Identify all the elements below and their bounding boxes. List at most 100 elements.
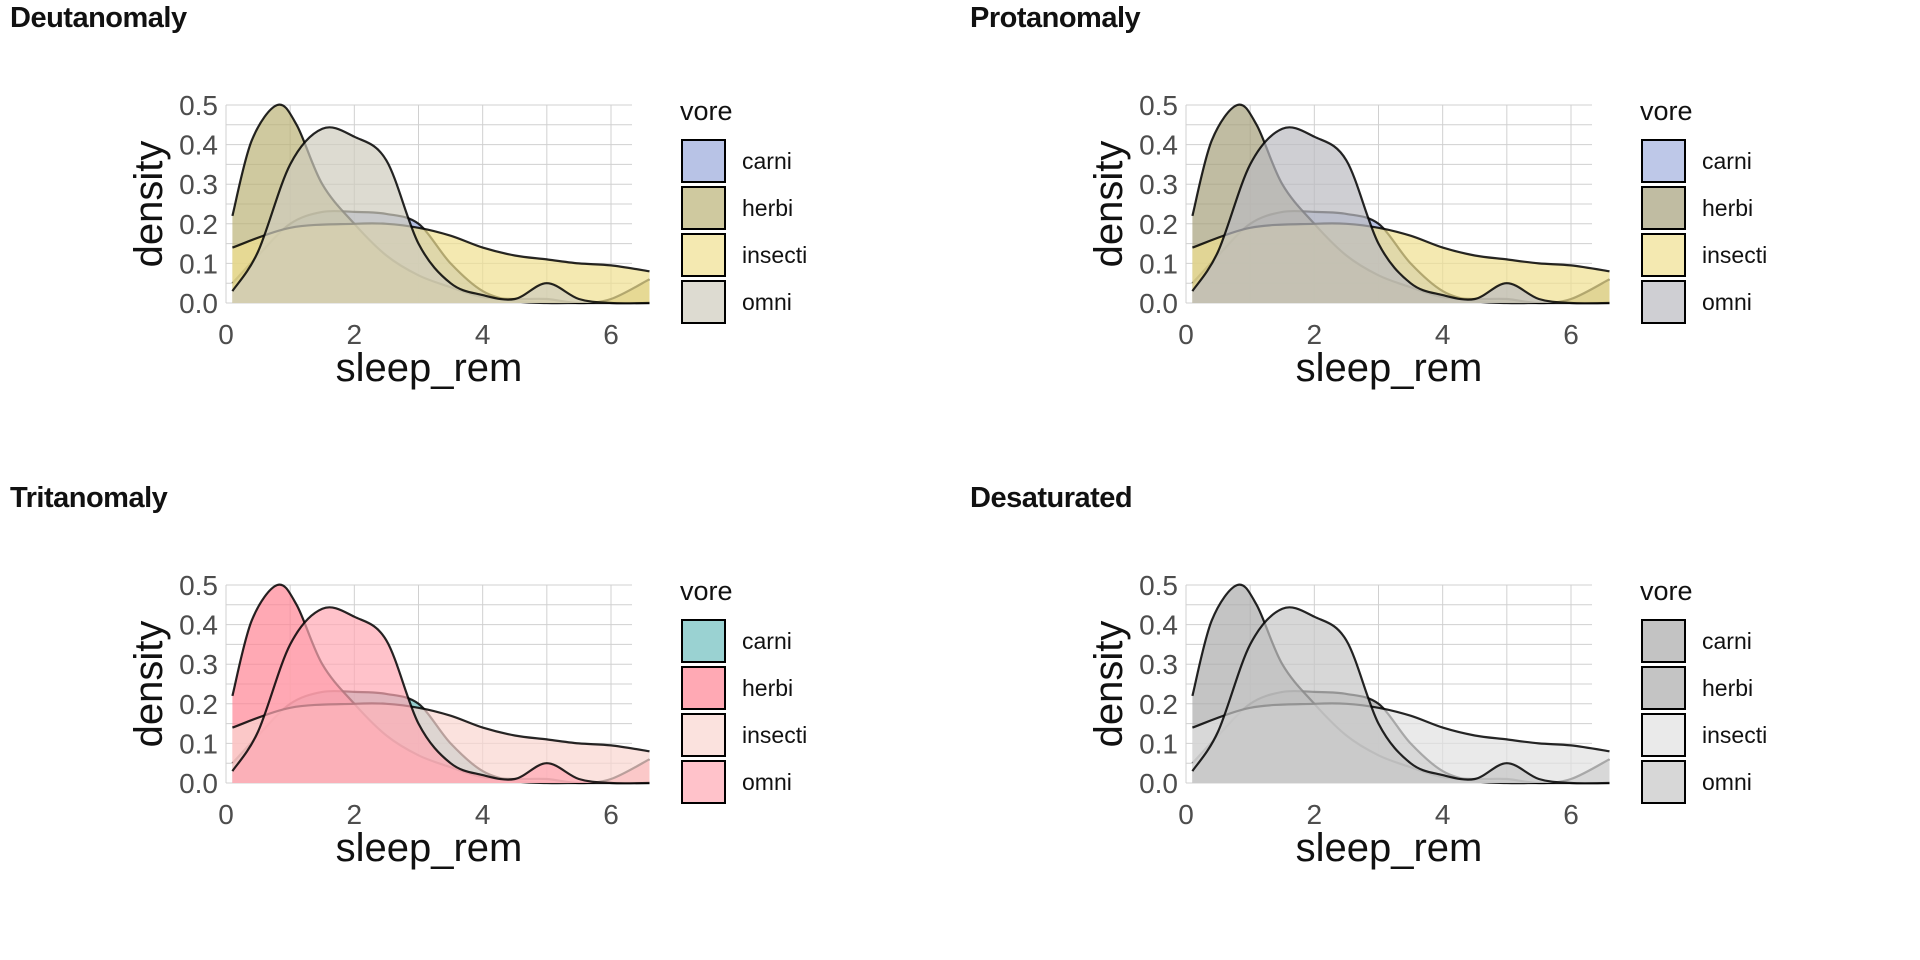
y-tick-label: 0.3 <box>179 649 218 680</box>
y-tick-label: 0.2 <box>1139 209 1178 240</box>
x-tick-label: 6 <box>1563 799 1579 830</box>
legend-title: vore <box>680 96 733 126</box>
area-omni <box>1192 607 1610 784</box>
legend-label-omni: omni <box>1702 769 1752 795</box>
x-axis-title: sleep_rem <box>336 346 523 390</box>
y-tick-label: 0.0 <box>1139 288 1178 319</box>
panel-title: Protanomaly <box>970 2 1141 34</box>
y-tick-label: 0.3 <box>1139 169 1178 200</box>
panel-protanomaly: Protanomaly 0.0 0.1 0.2 0.3 0.4 0.5 0 2 4 6 sleep_… <box>960 0 1920 480</box>
legend-label-carni: carni <box>1702 148 1752 174</box>
legend: vore carni herbi insecti omni <box>680 576 807 804</box>
x-tick-label: 4 <box>1435 319 1451 350</box>
y-tick-label: 0.1 <box>179 248 218 279</box>
legend: vore carni herbi insecti omni <box>680 96 807 324</box>
x-tick-labels: 0 2 4 6 <box>218 799 619 830</box>
legend-label-omni: omni <box>742 289 792 315</box>
panel-desaturated: Desaturated 0.0 0.1 0.2 0.3 0.4 0.5 0 2 4 6 sleep_… <box>960 480 1920 960</box>
legend-swatch-herbi <box>681 666 726 710</box>
legend-swatch-carni <box>1641 139 1686 183</box>
legend-label-insecti: insecti <box>742 242 807 268</box>
y-axis-title: density <box>127 141 171 268</box>
legend-label-carni: carni <box>1702 628 1752 654</box>
legend-swatch-carni <box>681 619 726 663</box>
area-omni <box>1192 127 1610 304</box>
x-tick-label: 0 <box>218 319 234 350</box>
legend-label-carni: carni <box>742 628 792 654</box>
density-areas <box>1191 583 1611 785</box>
line-omni <box>1191 126 1610 305</box>
panel-title: Desaturated <box>970 482 1133 514</box>
y-tick-label: 0.0 <box>179 768 218 799</box>
y-tick-label: 0.5 <box>179 90 218 121</box>
legend-swatch-herbi <box>1641 186 1686 230</box>
x-tick-label: 0 <box>1178 319 1194 350</box>
legend-swatch-herbi <box>681 186 726 230</box>
x-tick-labels: 0 2 4 6 <box>1178 799 1579 830</box>
y-tick-label: 0.2 <box>179 689 218 720</box>
legend-label-herbi: herbi <box>742 195 793 221</box>
legend-label-carni: carni <box>742 148 792 174</box>
x-tick-label: 2 <box>347 319 363 350</box>
density-areas <box>231 583 651 785</box>
x-tick-label: 2 <box>347 799 363 830</box>
x-tick-label: 0 <box>218 799 234 830</box>
line-omni <box>231 606 650 785</box>
line-omni <box>231 126 650 305</box>
y-tick-label: 0.2 <box>1139 689 1178 720</box>
y-tick-label: 0.1 <box>1139 248 1178 279</box>
y-axis-title: density <box>1087 621 1131 748</box>
density-chart-tritanomaly: 0.0 0.1 0.2 0.3 0.4 0.5 0 2 4 6 sleep_rem density vo… <box>127 570 807 870</box>
y-tick-label: 0.3 <box>179 169 218 200</box>
legend-swatch-omni <box>1641 760 1686 804</box>
panel-deutanomaly: Deutanomaly 0.0 0.1 0.2 0.3 0.4 0.5 0 2 4 6 sleep_… <box>0 0 960 480</box>
legend-swatch-insecti <box>1641 713 1686 757</box>
y-axis-title: density <box>127 621 171 748</box>
x-tick-label: 2 <box>1307 319 1323 350</box>
y-tick-label: 0.5 <box>1139 570 1178 601</box>
x-tick-label: 4 <box>475 319 491 350</box>
legend-label-herbi: herbi <box>1702 195 1753 221</box>
y-tick-label: 0.3 <box>1139 649 1178 680</box>
line-omni <box>1191 606 1610 785</box>
y-tick-label: 0.0 <box>1139 768 1178 799</box>
x-tick-labels: 0 2 4 6 <box>218 319 619 350</box>
area-omni <box>232 607 650 784</box>
x-tick-label: 2 <box>1307 799 1323 830</box>
x-tick-label: 6 <box>603 799 619 830</box>
legend: vore carni herbi insecti omni <box>1640 96 1767 324</box>
panel-tritanomaly: Tritanomaly 0.0 0.1 0.2 0.3 0.4 0.5 0 2 4 6 sleep_… <box>0 480 960 960</box>
density-chart-deutanomaly: 0.0 0.1 0.2 0.3 0.4 0.5 0 2 4 6 sleep_rem density vo… <box>127 90 807 390</box>
y-tick-labels: 0.0 0.1 0.2 0.3 0.4 0.5 <box>1139 90 1178 319</box>
legend-swatch-carni <box>1641 619 1686 663</box>
x-tick-label: 6 <box>1563 319 1579 350</box>
area-omni <box>232 127 650 304</box>
y-tick-label: 0.4 <box>1139 130 1178 161</box>
y-tick-labels: 0.0 0.1 0.2 0.3 0.4 0.5 <box>179 90 218 319</box>
x-tick-labels: 0 2 4 6 <box>1178 319 1579 350</box>
y-tick-labels: 0.0 0.1 0.2 0.3 0.4 0.5 <box>1139 570 1178 799</box>
y-tick-label: 0.1 <box>179 728 218 759</box>
legend-swatch-carni <box>681 139 726 183</box>
y-tick-label: 0.5 <box>179 570 218 601</box>
y-tick-labels: 0.0 0.1 0.2 0.3 0.4 0.5 <box>179 570 218 799</box>
y-tick-label: 0.1 <box>1139 728 1178 759</box>
legend-label-insecti: insecti <box>742 722 807 748</box>
legend-label-insecti: insecti <box>1702 242 1767 268</box>
legend-swatch-insecti <box>1641 233 1686 277</box>
density-chart-protanomaly: 0.0 0.1 0.2 0.3 0.4 0.5 0 2 4 6 sleep_rem density vo… <box>1087 90 1767 390</box>
legend-title: vore <box>1640 96 1693 126</box>
y-axis-title: density <box>1087 141 1131 268</box>
y-tick-label: 0.4 <box>179 130 218 161</box>
legend-swatch-omni <box>681 280 726 324</box>
density-chart-desaturated: 0.0 0.1 0.2 0.3 0.4 0.5 0 2 4 6 sleep_rem density vo… <box>1087 570 1767 870</box>
y-tick-label: 0.2 <box>179 209 218 240</box>
legend-label-omni: omni <box>742 769 792 795</box>
legend-swatch-insecti <box>681 233 726 277</box>
density-areas <box>231 103 651 305</box>
x-tick-label: 4 <box>475 799 491 830</box>
x-axis-title: sleep_rem <box>1296 826 1483 870</box>
x-axis-title: sleep_rem <box>1296 346 1483 390</box>
legend-swatch-omni <box>681 760 726 804</box>
